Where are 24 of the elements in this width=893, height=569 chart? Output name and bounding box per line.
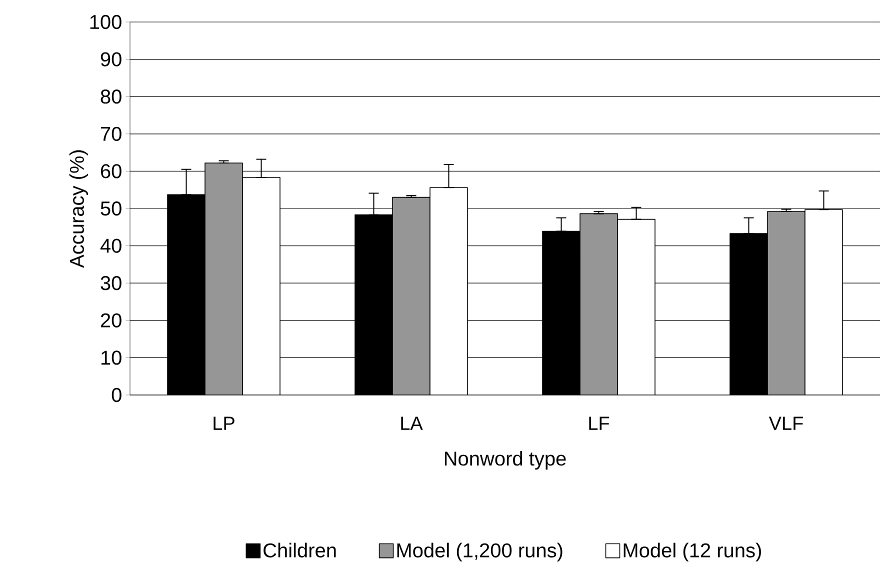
bar <box>204 162 243 395</box>
y-tick-label: 50 <box>100 201 122 216</box>
y-tick-label: 100 <box>90 14 122 30</box>
y-tick-label: 30 <box>100 276 122 290</box>
legend-label: Model (1,200 runs) <box>397 542 562 562</box>
x-tick-label: LP <box>214 416 234 430</box>
y-axis-title: Accuracy (%) <box>69 150 88 268</box>
x-tick-label: LA <box>401 416 423 430</box>
y-tick-label: 60 <box>100 164 122 178</box>
legend-label: Model (12 runs) <box>624 542 761 562</box>
legend-label: Children <box>264 542 336 558</box>
y-tick-label: 40 <box>100 238 122 253</box>
bar <box>580 213 618 395</box>
y-tick-label: 80 <box>100 90 122 104</box>
bar <box>767 211 806 395</box>
x-tick-label: LF <box>589 416 610 430</box>
y-tick-label: 70 <box>100 126 122 141</box>
y-tick-label: 0 <box>112 388 122 402</box>
x-tick-label: VLF <box>768 416 803 430</box>
y-tick-label: 10 <box>101 350 122 365</box>
bar <box>392 196 430 395</box>
x-axis-title: Nonword type <box>444 450 566 470</box>
y-tick-label: 20 <box>100 313 122 328</box>
y-tick-label: 90 <box>100 52 122 66</box>
